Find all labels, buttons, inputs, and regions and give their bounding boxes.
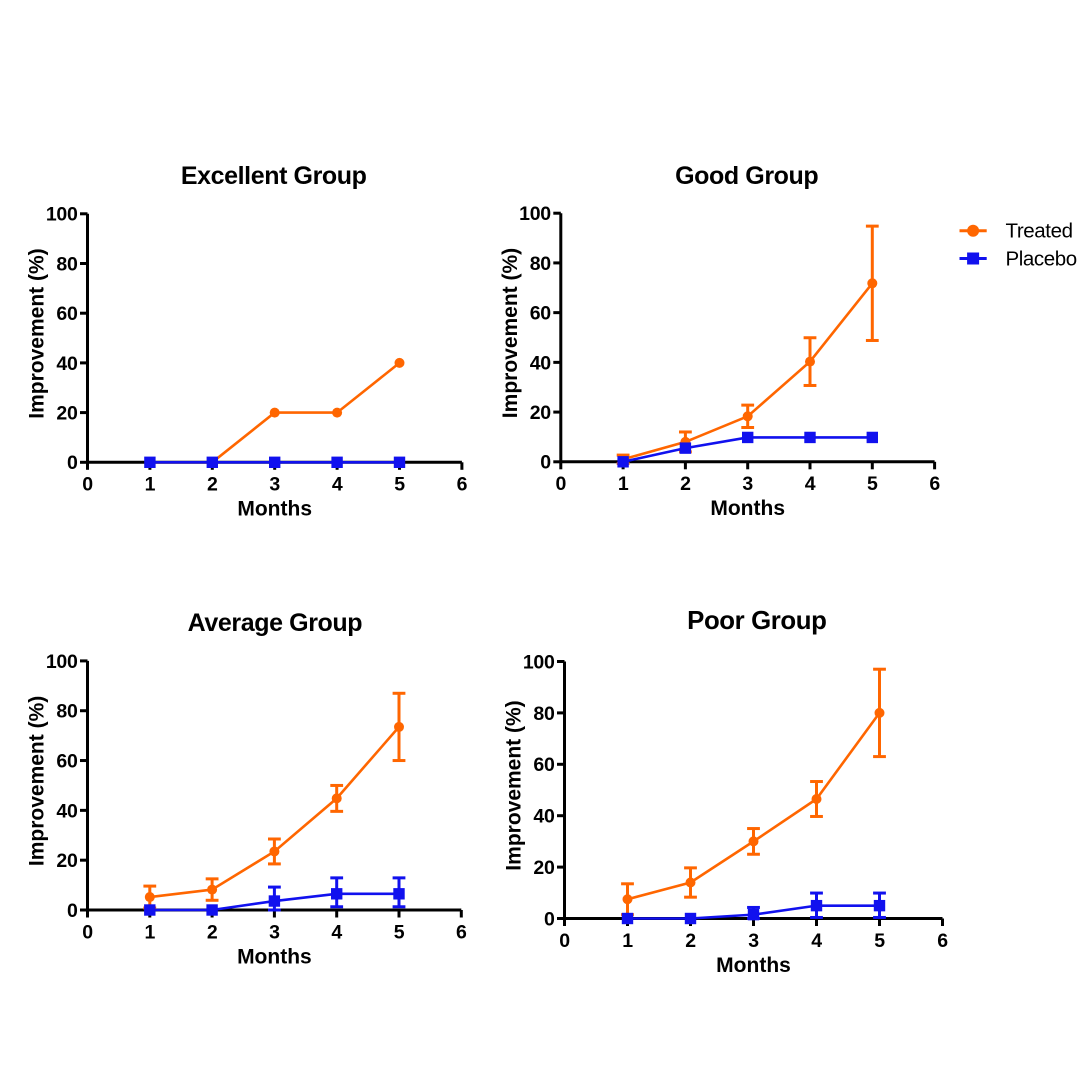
svg-text:0: 0 [67,452,78,474]
svg-text:4: 4 [811,930,822,952]
svg-text:Months: Months [716,954,791,977]
svg-text:60: 60 [56,303,78,325]
svg-text:100: 100 [46,204,78,226]
svg-text:0: 0 [544,908,555,930]
svg-text:0: 0 [556,473,567,495]
svg-text:0: 0 [82,474,93,496]
svg-text:Months: Months [237,945,312,968]
svg-text:20: 20 [533,857,555,879]
svg-text:1: 1 [145,921,156,943]
svg-text:Excellent Group: Excellent Group [181,162,367,190]
svg-text:4: 4 [805,473,816,495]
svg-text:100: 100 [519,203,551,225]
svg-text:60: 60 [56,750,78,772]
svg-text:6: 6 [456,921,467,943]
svg-text:40: 40 [533,806,555,828]
svg-text:0: 0 [82,921,93,943]
svg-text:40: 40 [530,352,552,374]
svg-text:100: 100 [523,651,555,673]
svg-text:6: 6 [929,473,940,495]
svg-text:40: 40 [56,353,78,375]
svg-text:3: 3 [269,921,280,943]
svg-text:4: 4 [332,474,343,496]
svg-text:60: 60 [533,754,555,776]
svg-text:5: 5 [394,921,405,943]
svg-text:Placebo: Placebo [1006,247,1077,270]
svg-text:1: 1 [618,473,629,495]
svg-text:3: 3 [748,930,759,952]
svg-text:5: 5 [394,474,405,496]
svg-text:80: 80 [533,703,555,725]
svg-text:Poor Group: Poor Group [687,607,826,635]
svg-text:3: 3 [742,473,753,495]
svg-text:Improvement (%): Improvement (%) [503,700,526,870]
svg-text:2: 2 [207,921,218,943]
svg-text:1: 1 [145,474,156,496]
svg-text:2: 2 [680,473,691,495]
svg-text:20: 20 [530,402,552,424]
svg-text:40: 40 [56,800,78,822]
svg-text:2: 2 [207,474,218,496]
svg-text:Good Group: Good Group [675,162,818,190]
svg-text:6: 6 [457,474,468,496]
svg-text:1: 1 [622,930,633,952]
svg-text:80: 80 [56,253,78,275]
svg-text:Treated: Treated [1006,220,1073,243]
svg-text:0: 0 [559,930,570,952]
svg-text:0: 0 [540,452,551,474]
svg-text:2: 2 [685,930,696,952]
svg-text:100: 100 [46,651,78,673]
svg-text:3: 3 [269,474,280,496]
svg-text:80: 80 [530,253,552,275]
svg-text:20: 20 [56,850,78,872]
svg-text:Months: Months [710,497,785,520]
svg-text:Improvement (%): Improvement (%) [499,248,522,418]
svg-text:0: 0 [67,900,78,922]
svg-text:80: 80 [56,701,78,723]
svg-text:6: 6 [937,930,948,952]
svg-text:Improvement (%): Improvement (%) [26,248,49,418]
svg-text:20: 20 [56,403,78,425]
svg-text:Improvement (%): Improvement (%) [26,696,49,866]
svg-text:Months: Months [237,498,312,521]
svg-text:Average Group: Average Group [188,609,363,637]
svg-text:4: 4 [331,921,342,943]
svg-text:5: 5 [874,930,885,952]
svg-text:5: 5 [867,473,878,495]
svg-text:60: 60 [530,303,552,325]
